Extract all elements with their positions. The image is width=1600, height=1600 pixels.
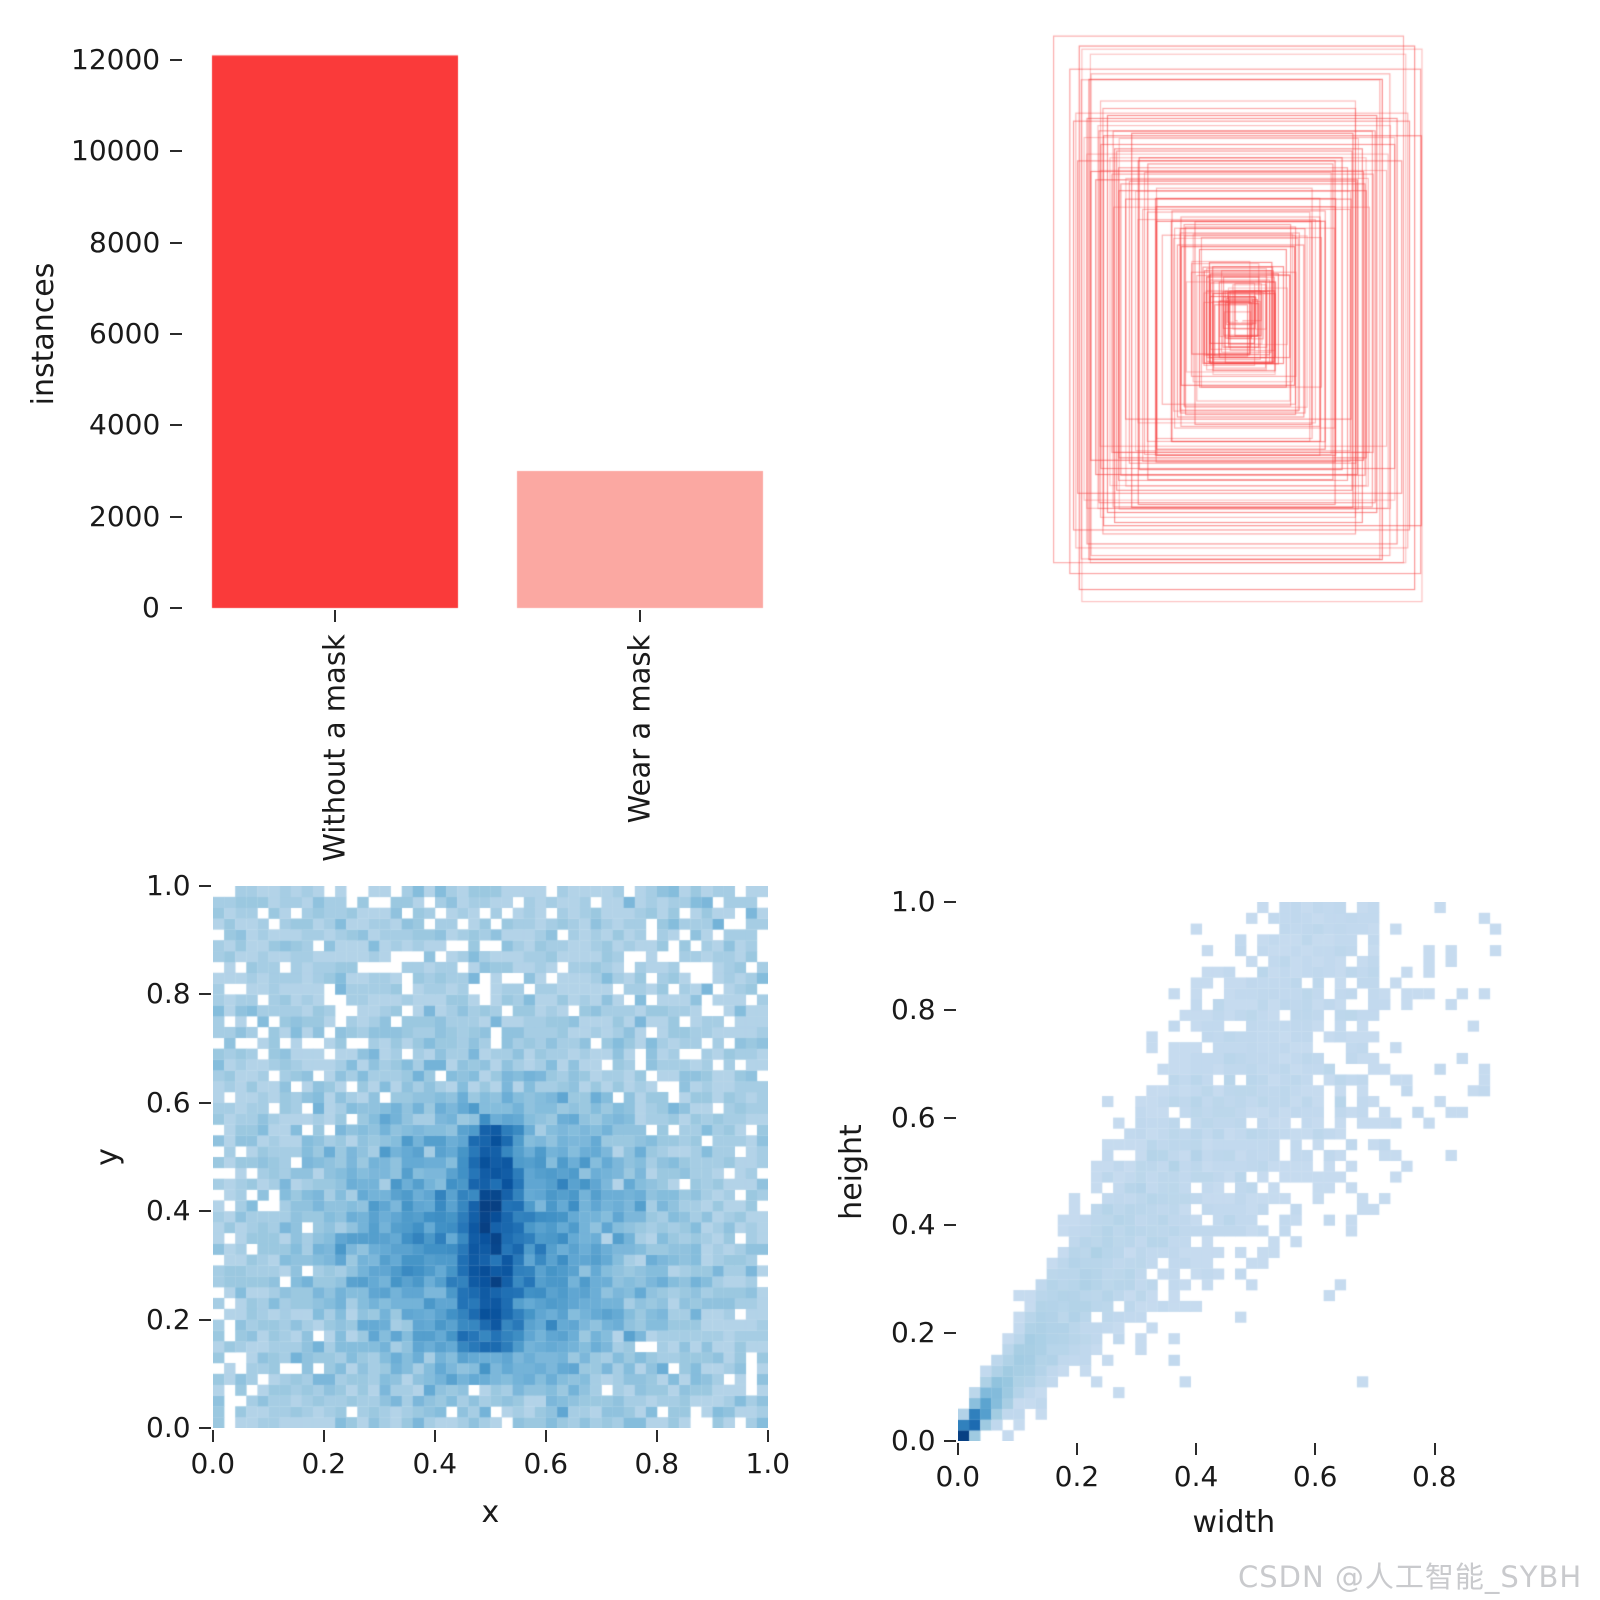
wh-xtick-label: 0.0 (935, 1460, 981, 1493)
tick-mark (323, 1430, 325, 1442)
watermark: CSDN @人工智能_SYBH (1238, 1560, 1583, 1594)
wh-ytick-label: 1.0 (891, 885, 936, 918)
tick-mark (199, 1210, 211, 1213)
wh-ytick-label: 0.2 (891, 1316, 936, 1350)
bar-ytick-label: 0 (142, 591, 160, 624)
bar-ytick-label: 4000 (89, 408, 161, 442)
tick-mark (1076, 1443, 1079, 1455)
tick-mark (957, 1443, 959, 1455)
tick-mark (170, 607, 182, 609)
tick-mark (199, 885, 211, 887)
tick-mark (944, 1440, 956, 1442)
xy-ytick-label: 0.8 (146, 977, 191, 1011)
tick-mark (170, 241, 182, 244)
bar-category-label: Without a mask (317, 633, 352, 862)
tick-mark (944, 1008, 956, 1011)
xy-ytick-label: 0.2 (146, 1302, 191, 1336)
xy-y-axis-label: y (89, 1148, 125, 1166)
wh-ytick-label: 0.0 (891, 1424, 936, 1457)
tick-mark (545, 1430, 547, 1442)
tick-mark (1195, 1443, 1198, 1455)
wh-xtick-label: 0.2 (1054, 1460, 1100, 1493)
xy-xtick-label: 0.2 (301, 1447, 347, 1480)
tick-mark (212, 1430, 214, 1442)
wh-y-axis-label: height (833, 1123, 869, 1220)
xy-x-axis-label: x (481, 1495, 500, 1530)
bar-ytick-label: 12000 (71, 43, 161, 76)
xy-xtick-label: 0.6 (523, 1447, 569, 1480)
xy-ytick-label: 0.0 (146, 1411, 191, 1444)
tick-mark (199, 993, 211, 996)
xy-ytick-label: 0.4 (146, 1194, 191, 1228)
xy-xtick-label: 1.0 (745, 1447, 791, 1480)
tick-mark (334, 610, 336, 622)
tick-mark (199, 1101, 211, 1104)
bar-ytick-label: 6000 (89, 317, 161, 350)
xy-xtick-label: 0.0 (190, 1447, 236, 1480)
bar-ytick-label: 8000 (89, 225, 161, 259)
wh-xtick-label: 0.4 (1173, 1460, 1219, 1493)
bar-chart-canvas (0, 0, 830, 850)
tick-mark (944, 1224, 956, 1227)
tick-mark (170, 515, 182, 518)
tick-mark (170, 150, 182, 153)
bar-category-label: Wear a mask (622, 634, 657, 823)
tick-mark (656, 1430, 658, 1442)
tick-mark (944, 1116, 956, 1119)
bar-ytick-label: 10000 (71, 134, 161, 168)
xy-ytick-label: 1.0 (146, 869, 191, 902)
wh-x-axis-label: width (1192, 1505, 1276, 1540)
xy-xtick-label: 0.8 (634, 1447, 680, 1480)
wh-xtick-label: 0.6 (1292, 1460, 1338, 1493)
tick-mark (170, 424, 182, 427)
xy-ytick-label: 0.6 (146, 1085, 191, 1119)
wh-xtick-label: 0.8 (1412, 1460, 1457, 1493)
tick-mark (170, 333, 182, 335)
bar-ytick-label: 2000 (89, 499, 161, 533)
tick-mark (199, 1427, 211, 1429)
tick-mark (170, 59, 182, 61)
tick-mark (1433, 1443, 1436, 1455)
tick-mark (199, 1318, 211, 1321)
xy-heatmap-canvas (213, 886, 768, 1428)
wh-ytick-label: 0.6 (891, 1100, 936, 1134)
bar-y-axis-label: instances (25, 262, 61, 406)
tick-mark (1314, 1443, 1317, 1455)
wh-ytick-label: 0.4 (891, 1208, 936, 1242)
tick-mark (639, 610, 641, 622)
bbox-overlay-canvas (1040, 20, 1440, 620)
xy-xtick-label: 0.4 (412, 1447, 458, 1480)
tick-mark (944, 901, 956, 903)
tick-mark (767, 1430, 769, 1442)
tick-mark (434, 1430, 436, 1442)
wh-heatmap-canvas (958, 902, 1512, 1441)
wh-ytick-label: 0.8 (891, 992, 936, 1026)
tick-mark (944, 1332, 956, 1335)
